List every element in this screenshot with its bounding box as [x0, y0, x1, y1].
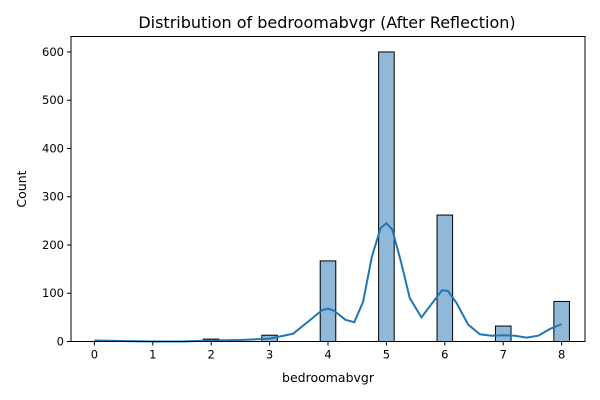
kde-curve — [94, 221, 563, 343]
y-tick-label: 600 — [42, 45, 64, 59]
y-tick-label: 0 — [57, 335, 64, 349]
histogram-bar — [319, 260, 337, 342]
y-axis: 0 100 200 300 400 500 600 — [42, 45, 71, 349]
x-tick-label: 8 — [558, 348, 565, 362]
x-tick-label: 1 — [149, 348, 156, 362]
x-tick-label: 4 — [324, 348, 331, 362]
y-tick-label: 300 — [42, 190, 64, 204]
y-axis-label: Count — [14, 170, 29, 207]
x-tick-label: 0 — [91, 348, 98, 362]
y-tick-label: 200 — [42, 238, 64, 252]
x-tick-label: 6 — [441, 348, 448, 362]
histogram-bar — [378, 51, 395, 343]
x-tick-label: 7 — [500, 348, 507, 362]
x-tick-label: 3 — [266, 348, 273, 362]
y-tick-label: 100 — [42, 286, 64, 300]
y-tick-label: 400 — [42, 141, 64, 155]
y-tick-label: 500 — [42, 93, 64, 107]
x-tick-label: 5 — [383, 348, 390, 362]
x-tick-label: 2 — [208, 348, 215, 362]
x-axis-label: bedroomabvgr — [282, 370, 375, 385]
plot-area — [94, 51, 570, 343]
histogram-bar — [553, 300, 570, 342]
x-axis: 0 1 2 3 4 5 6 7 8 — [91, 341, 565, 362]
histogram-bar — [494, 325, 512, 343]
histogram-bar — [436, 214, 454, 342]
chart-title: Distribution of bedroomabvgr (After Refl… — [138, 13, 515, 32]
